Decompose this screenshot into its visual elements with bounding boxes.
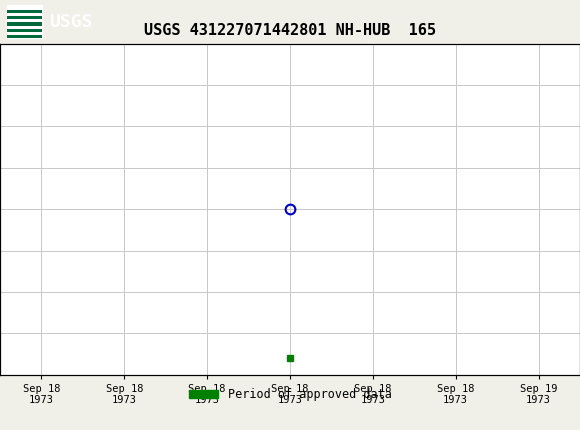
Bar (7, 29, 42, 32)
Bar (7, 9, 42, 13)
Text: USGS: USGS (49, 13, 92, 31)
Legend: Period of approved data: Period of approved data (184, 384, 396, 406)
Bar (7, 22, 42, 26)
Bar (7, 35, 42, 38)
Title: USGS 431227071442801 NH-HUB  165: USGS 431227071442801 NH-HUB 165 (144, 23, 436, 38)
Bar (7, 5, 42, 38)
Bar (7, 16, 42, 19)
